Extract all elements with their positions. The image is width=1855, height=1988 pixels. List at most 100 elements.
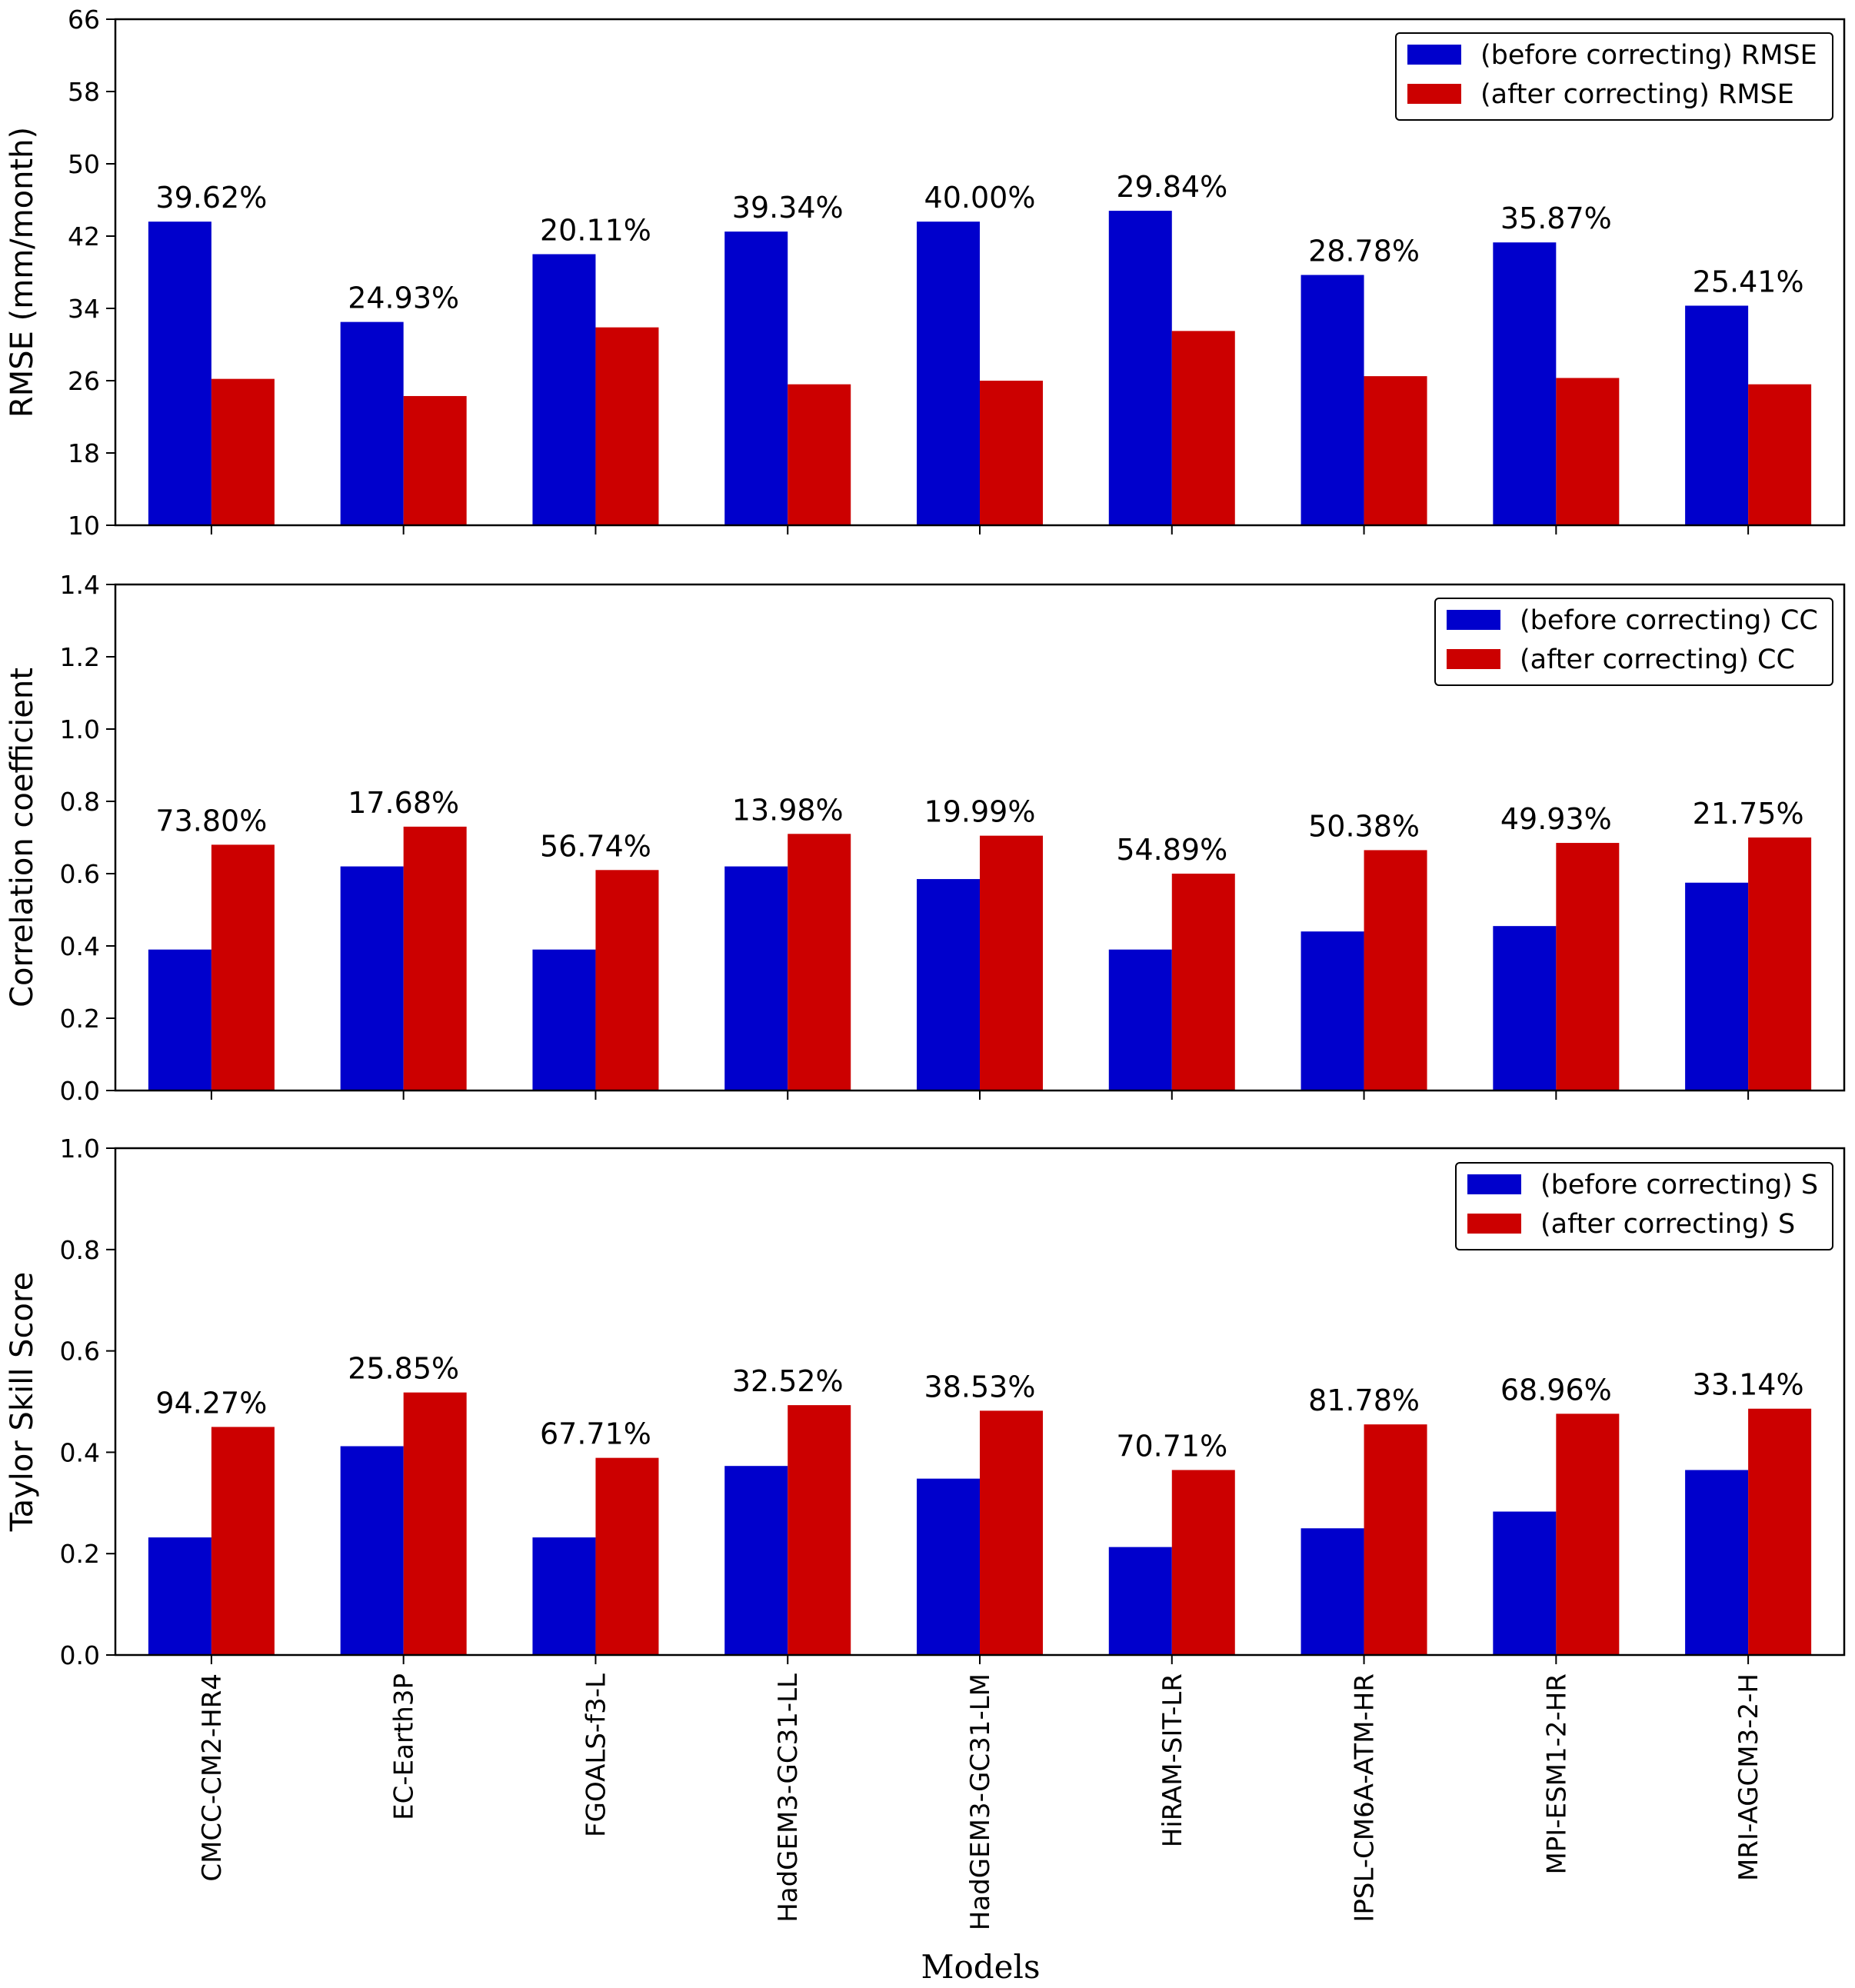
- x-tick-label: FGOALS-f3-L: [581, 1673, 611, 1837]
- y-tick-label: 0.6: [60, 1337, 100, 1367]
- bar-annotation: 38.53%: [924, 1370, 1036, 1404]
- bar-after: [403, 1392, 467, 1655]
- bar-annotation: 29.84%: [1116, 170, 1227, 204]
- legend-swatch: [1407, 84, 1461, 104]
- plot-frame: [114, 18, 1846, 527]
- x-tick-label: MPI-ESM1-2-HR: [1541, 1673, 1572, 1875]
- bar-annotation: 39.34%: [732, 191, 844, 225]
- bar-after: [980, 381, 1043, 525]
- bar-annotation: 39.62%: [155, 181, 267, 215]
- legend: (before correcting) S (after correcting) …: [1455, 1162, 1833, 1250]
- bar-annotation: 13.98%: [732, 793, 844, 827]
- bar-annotation: 25.85%: [348, 1352, 459, 1386]
- y-tick-label: 0.0: [60, 1076, 100, 1106]
- bar-before: [532, 1537, 596, 1655]
- bar-before: [917, 221, 980, 525]
- bar-before: [1685, 305, 1749, 525]
- bar-annotation: 54.89%: [1116, 833, 1227, 867]
- bar-after: [403, 826, 467, 1091]
- y-tick-label: 1.4: [60, 570, 100, 600]
- bar-after: [211, 844, 275, 1091]
- y-tick-label: 34: [68, 294, 100, 324]
- bar-annotation: 67.71%: [540, 1417, 651, 1451]
- y-tick-label: 1.0: [60, 714, 100, 744]
- bar-after: [1556, 1414, 1620, 1655]
- bar-annotation: 24.93%: [348, 281, 459, 315]
- bar-annotation: 73.80%: [155, 804, 267, 837]
- legend-label: (before correcting) CC: [1520, 605, 1818, 636]
- legend-label: (before correcting) S: [1540, 1170, 1818, 1200]
- y-tick-label: 0.6: [60, 859, 100, 889]
- y-tick-label: 0.8: [60, 787, 100, 817]
- y-tick-label: 0.2: [60, 1539, 100, 1569]
- rmse-panel: 10 18 26 34 42 50 58 66 RMSE (mm/month) 39.62% 24.…: [5, 5, 1846, 541]
- bar-before: [1108, 949, 1172, 1091]
- bar-annotation: 94.27%: [155, 1386, 267, 1420]
- bar-after: [403, 395, 467, 525]
- y-tick-label: 0.0: [60, 1640, 100, 1670]
- bar-before: [340, 321, 404, 525]
- bar-after: [1556, 378, 1620, 525]
- x-tick-label: HiRAM-SIT-LR: [1157, 1673, 1188, 1847]
- bar-before: [1685, 882, 1749, 1091]
- bar-after: [788, 834, 851, 1091]
- bar-before: [724, 866, 788, 1091]
- bar-after: [595, 870, 659, 1091]
- bar-annotation: 17.68%: [348, 786, 459, 820]
- bar-after: [1364, 850, 1427, 1091]
- taylor-skill-panel: 0.0 0.2 0.4 0.6 0.8 1.0 Taylor Skill Score 94.2…: [5, 1134, 1846, 1670]
- bar-after: [211, 1427, 275, 1655]
- y-tick-label: 1.2: [60, 642, 100, 672]
- bar-before: [1493, 926, 1557, 1091]
- legend-box: [1455, 1162, 1833, 1250]
- bar-annotation: 28.78%: [1308, 235, 1420, 268]
- bar-after: [1171, 331, 1235, 525]
- bar-annotation: 81.78%: [1308, 1384, 1420, 1417]
- bar-before: [1300, 931, 1364, 1091]
- bar-annotation: 32.52%: [732, 1364, 844, 1398]
- bar-after: [1748, 384, 1812, 525]
- bar-after: [788, 384, 851, 525]
- y-axis-label: RMSE (mm/month): [5, 127, 40, 418]
- x-tick-label: IPSL-CM6A-ATM-HR: [1350, 1673, 1380, 1923]
- bar-before: [340, 866, 404, 1091]
- legend-swatch: [1447, 610, 1500, 630]
- y-tick-label: 18: [68, 438, 100, 468]
- legend-swatch: [1407, 45, 1461, 65]
- bar-before: [148, 949, 211, 1091]
- bar-after: [1364, 1424, 1427, 1655]
- y-tick-label: 42: [68, 221, 100, 251]
- bar-annotation: 40.00%: [924, 181, 1036, 215]
- bar-annotation: 49.93%: [1500, 802, 1612, 836]
- bar-annotation: 33.14%: [1693, 1368, 1804, 1402]
- x-tick-label: CMCC-CM2-HR4: [197, 1673, 228, 1882]
- model-tick-labels: CMCC-CM2-HR4 EC-Earth3P FGOALS-f3-L HadGEM3…: [197, 1673, 1764, 1930]
- legend-box: [1434, 598, 1833, 686]
- bar-after: [211, 378, 275, 525]
- bar-before: [1300, 1528, 1364, 1655]
- x-tick-label: EC-Earth3P: [389, 1673, 420, 1820]
- bar-before: [1300, 275, 1364, 525]
- y-tick-label: 66: [68, 5, 100, 35]
- bar-before: [724, 1466, 788, 1655]
- legend: (before correcting) RMSE (after correctin…: [1395, 32, 1833, 121]
- bar-annotation: 68.96%: [1500, 1373, 1612, 1407]
- y-tick-label: 0.2: [60, 1004, 100, 1034]
- x-tick-label: HadGEM3-GC31-LL: [773, 1673, 804, 1923]
- bar-before: [148, 221, 211, 525]
- bar-annotation: 19.99%: [924, 795, 1036, 829]
- bar-after: [595, 1457, 659, 1655]
- bar-annotation: 50.38%: [1308, 809, 1420, 843]
- legend-label: (after correcting) CC: [1520, 644, 1795, 675]
- x-axis-label: Models: [921, 1948, 1040, 1986]
- y-tick-label: 0.8: [60, 1235, 100, 1265]
- bar-after: [1171, 1470, 1235, 1655]
- bar-annotation: 70.71%: [1116, 1429, 1227, 1463]
- bar-before: [532, 254, 596, 525]
- y-tick-label: 58: [68, 77, 100, 107]
- bar-after: [788, 1405, 851, 1655]
- bar-annotation: 20.11%: [540, 214, 651, 248]
- legend-label: (after correcting) S: [1540, 1209, 1795, 1240]
- bar-after: [1364, 376, 1427, 525]
- bar-annotation: 56.74%: [540, 829, 651, 863]
